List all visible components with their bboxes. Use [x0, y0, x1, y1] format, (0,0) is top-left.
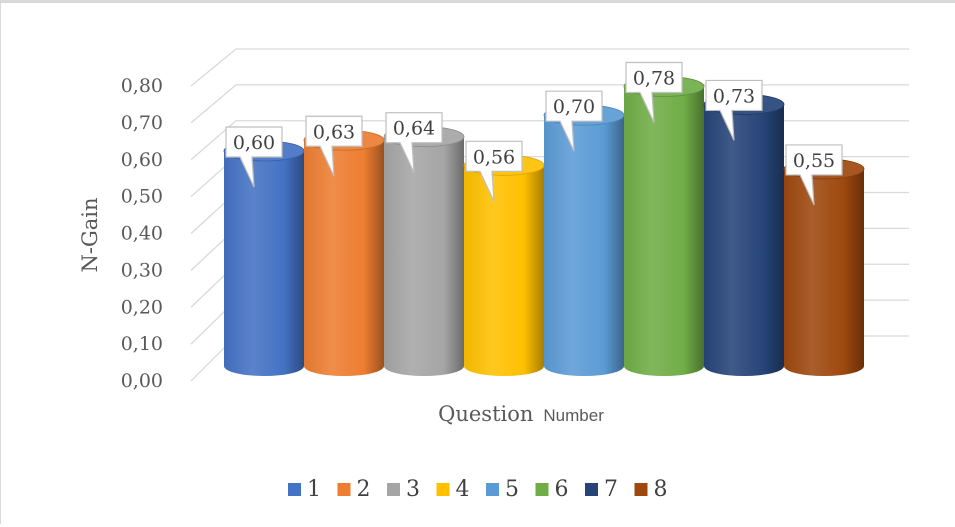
data-label-text: 0,56 [473, 146, 515, 168]
legend-item: 5 [486, 477, 519, 502]
y-tick-label: 0,70 [121, 112, 163, 134]
bar [303, 129, 385, 376]
y-tick-label: 0,50 [121, 186, 163, 208]
y-tick-label: 0,40 [121, 223, 163, 245]
y-axis-title: N-Gain [78, 197, 102, 272]
legend-item: 6 [535, 477, 569, 502]
bar [463, 154, 545, 376]
legend-swatch [337, 483, 351, 496]
gridline [190, 48, 909, 87]
data-label: 0,56 [465, 140, 523, 202]
data-label: 0,55 [785, 144, 843, 206]
data-label-text: 0,60 [233, 132, 275, 154]
legend-item: 1 [288, 477, 321, 502]
data-label-text: 0,70 [553, 96, 595, 118]
legend: 1 2 3 4 5 6 7 8 [288, 477, 668, 502]
y-tick-label: 0,30 [121, 259, 163, 281]
legend-item: 3 [387, 477, 420, 502]
bar [223, 140, 305, 376]
x-axis-title-tail: Number [543, 406, 604, 425]
data-label: 0,63 [305, 115, 363, 177]
legend-label: 8 [654, 477, 668, 502]
legend-item: 7 [585, 477, 618, 502]
legend-swatch [634, 483, 648, 496]
data-label: 0,60 [225, 126, 283, 188]
y-tick-label: 0,80 [121, 75, 163, 97]
legend-label: 7 [604, 477, 618, 502]
legend-item: 4 [436, 477, 470, 502]
bar [543, 104, 625, 377]
y-tick-label: 0,60 [121, 149, 163, 171]
y-tick-label: 0,10 [121, 333, 163, 355]
data-label-text: 0,64 [393, 118, 435, 140]
data-label-text: 0,78 [633, 68, 675, 90]
legend-label: 1 [307, 477, 321, 502]
legend-label: 5 [505, 477, 519, 502]
x-axis-title: Question Number [438, 402, 604, 426]
legend-item: 2 [337, 477, 371, 502]
data-label-text: 0,73 [713, 85, 755, 107]
legend-swatch [535, 483, 549, 496]
y-tick-label: 0,00 [121, 370, 163, 392]
data-label-text: 0,55 [793, 150, 835, 172]
data-label: 0,78 [625, 61, 683, 123]
legend-swatch [585, 483, 598, 496]
legend-swatch [288, 483, 301, 496]
legend-swatch [486, 483, 499, 496]
data-label: 0,70 [545, 90, 603, 152]
legend-swatch [436, 483, 450, 496]
legend-swatch [387, 483, 400, 496]
data-labels: 0,60 0,63 0,64 0,56 0,70 0,78 0,73 0,55 [225, 61, 843, 206]
x-axis-title-main: Question [438, 402, 533, 426]
n-gain-chart: 0,00 0,10 0,20 0,30 0,40 0,50 0,60 0,70 0,80 N-G… [78, 48, 909, 502]
y-axis-ticks: 0,00 0,10 0,20 0,30 0,40 0,50 0,60 0,70 0,80 [121, 75, 163, 392]
data-label: 0,64 [385, 112, 443, 173]
data-label-text: 0,63 [313, 121, 355, 143]
legend-label: 2 [357, 477, 371, 502]
data-label: 0,73 [705, 79, 763, 141]
legend-label: 4 [456, 477, 470, 502]
bar [623, 76, 705, 376]
y-tick-label: 0,20 [121, 296, 163, 318]
bar [703, 94, 785, 377]
legend-label: 3 [406, 477, 420, 502]
bar [383, 126, 465, 376]
bar [783, 158, 865, 376]
legend-label: 6 [555, 477, 569, 502]
legend-item: 8 [634, 477, 668, 502]
